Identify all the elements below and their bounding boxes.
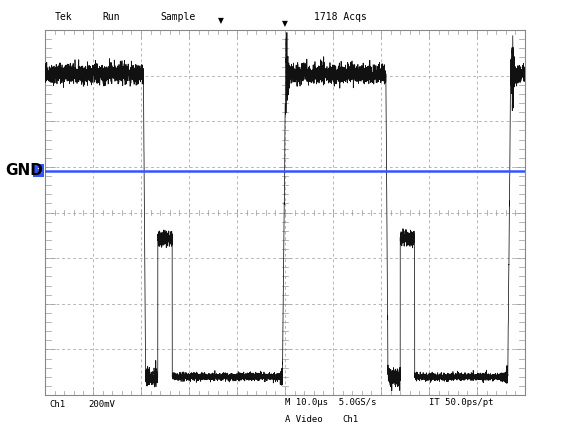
Text: IT 50.0ps/pt: IT 50.0ps/pt: [429, 398, 493, 407]
Text: A Video: A Video: [285, 415, 323, 424]
FancyBboxPatch shape: [33, 164, 44, 177]
Text: GND: GND: [6, 163, 44, 178]
Text: ▼: ▼: [218, 16, 224, 25]
Text: M 10.0μs  5.0GS/s: M 10.0μs 5.0GS/s: [285, 398, 376, 407]
Text: Tek: Tek: [55, 12, 72, 22]
Text: 1718 Acqs: 1718 Acqs: [314, 12, 367, 22]
Text: ▼: ▼: [282, 19, 288, 28]
Text: Sample: Sample: [160, 12, 195, 22]
Text: Run: Run: [103, 12, 120, 22]
Text: Ch1: Ch1: [50, 400, 66, 409]
Text: Ch1: Ch1: [342, 415, 359, 424]
Text: 1: 1: [36, 168, 41, 174]
Text: 200mV: 200mV: [88, 400, 115, 409]
